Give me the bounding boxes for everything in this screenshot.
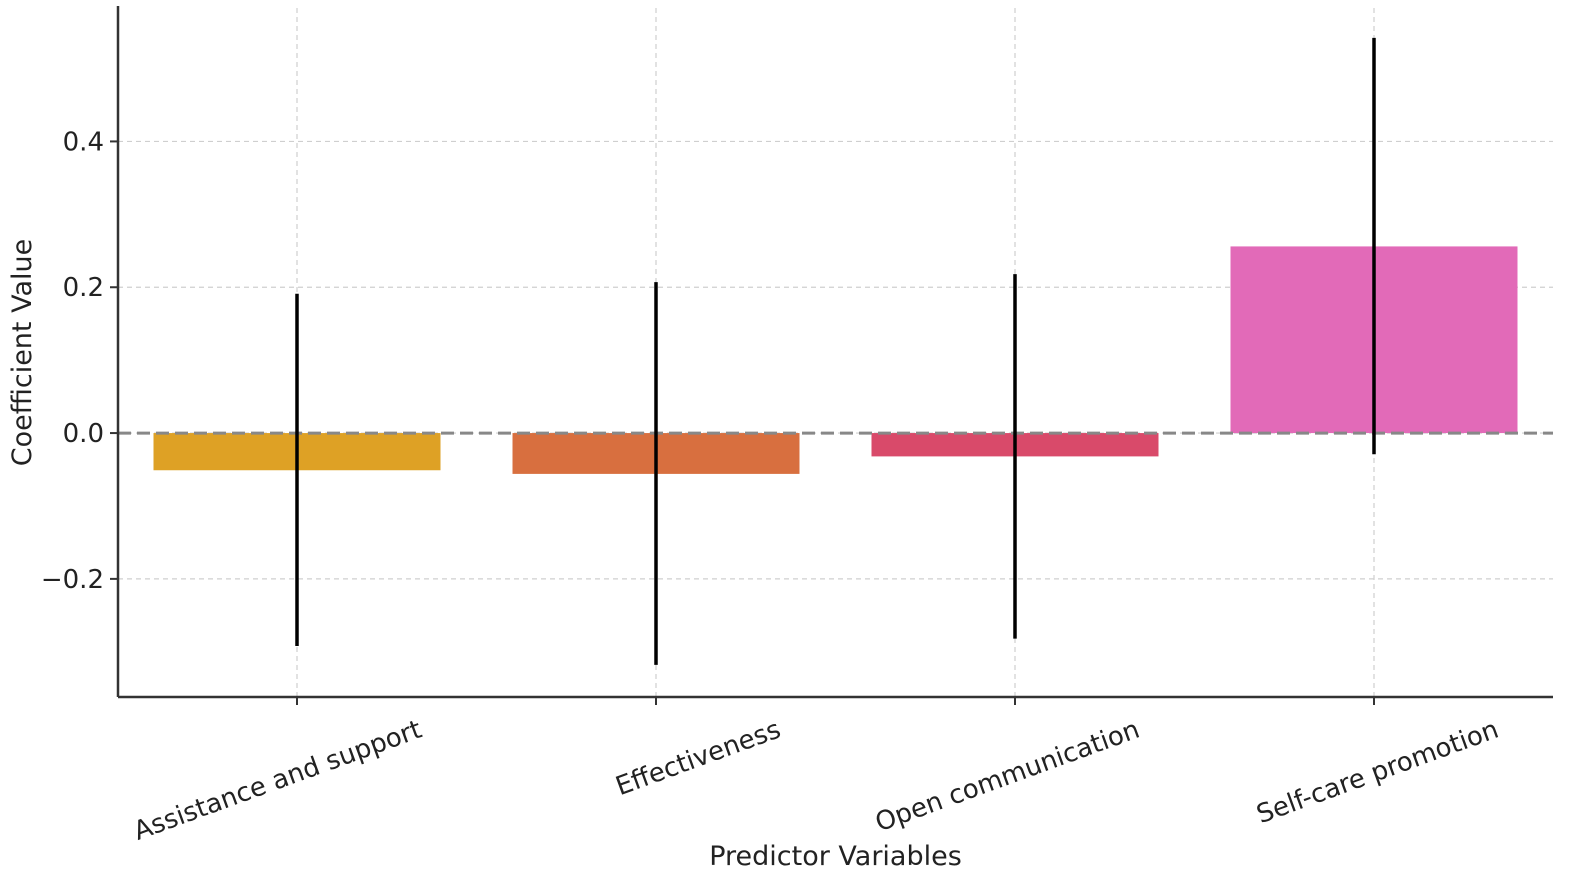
error-bars bbox=[295, 37, 1376, 665]
y-axis-label: Coefficient Value bbox=[7, 239, 38, 466]
y-tick-label: 0.4 bbox=[63, 127, 104, 157]
x-tick-label: Effectiveness bbox=[612, 715, 785, 802]
y-tick-label: −0.2 bbox=[41, 565, 104, 595]
x-tick-labels: Assistance and support Effectiveness Open … bbox=[130, 715, 1503, 847]
x-tick-label: Open communication bbox=[871, 715, 1143, 839]
x-tick-label: Assistance and support bbox=[130, 715, 426, 847]
bars bbox=[153, 246, 1518, 474]
y-tick-label: 0.0 bbox=[63, 419, 104, 449]
y-tick-label: 0.2 bbox=[63, 273, 104, 303]
x-axis-label: Predictor Variables bbox=[709, 841, 962, 872]
axes bbox=[110, 6, 1553, 705]
x-tick-label: Self-care promotion bbox=[1253, 715, 1503, 830]
y-tick-labels: −0.2 0.0 0.2 0.4 bbox=[41, 127, 104, 594]
